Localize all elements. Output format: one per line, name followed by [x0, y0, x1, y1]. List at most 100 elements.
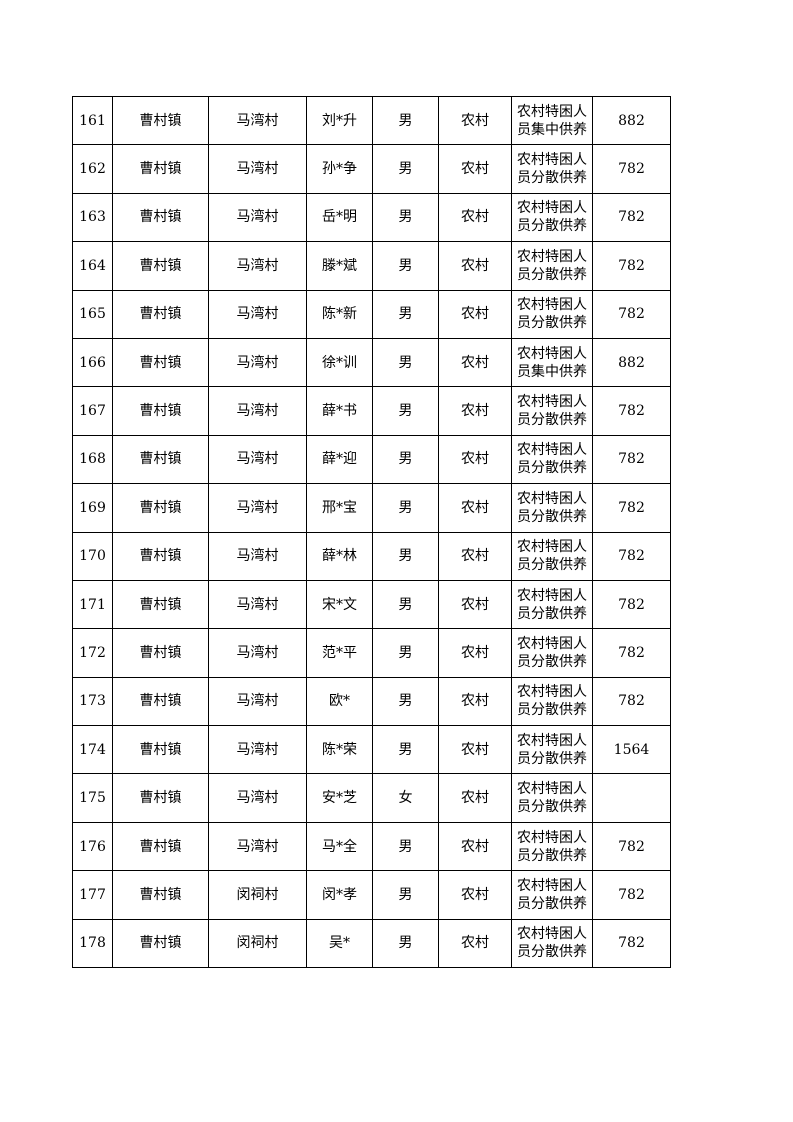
- village-cell: 马湾村: [208, 337, 307, 388]
- row-number: 176: [72, 821, 113, 872]
- village-cell: 马湾村: [208, 725, 307, 775]
- gender-cell: 男: [372, 579, 439, 630]
- name-cell: 岳*明: [306, 192, 373, 243]
- row-number: 165: [72, 289, 113, 339]
- town-cell: 曹村镇: [112, 434, 209, 485]
- row-number: 178: [72, 918, 113, 969]
- gender-cell: 男: [372, 821, 439, 872]
- town-cell: 曹村镇: [112, 95, 209, 146]
- row-number: 174: [72, 725, 113, 775]
- name-cell: 薛*书: [306, 386, 373, 436]
- row-number: 164: [72, 241, 113, 291]
- type-cell: 农村: [438, 337, 512, 388]
- type-cell: 农村: [438, 628, 512, 678]
- name-cell: 孙*争: [306, 144, 373, 194]
- town-cell: 曹村镇: [112, 337, 209, 388]
- name-cell: 安*芝: [306, 773, 373, 823]
- table-row: 168 曹村镇 马湾村 薛*迎男农村 农村特困人员分散供养 782: [72, 434, 671, 485]
- table-row: 177 曹村镇 闵祠村 闵*孝男农村 农村特困人员分散供养 782: [72, 870, 671, 920]
- town-cell: 曹村镇: [112, 531, 209, 581]
- table-row: 166 曹村镇 马湾村 徐*训男农村 农村特困人员集中供养 882: [72, 337, 671, 388]
- type-cell: 农村: [438, 144, 512, 194]
- row-number: 170: [72, 531, 113, 581]
- type-cell: 农村: [438, 95, 512, 146]
- village-cell: 闵祠村: [208, 870, 307, 920]
- town-cell: 曹村镇: [112, 144, 209, 194]
- gender-cell: 男: [372, 386, 439, 436]
- table-row: 176 曹村镇 马湾村 马*全男农村 农村特困人员分散供养 782: [72, 821, 671, 872]
- table-row: 172 曹村镇 马湾村 范*平男农村 农村特困人员分散供养 782: [72, 628, 671, 678]
- row-number: 168: [72, 434, 113, 485]
- town-cell: 曹村镇: [112, 241, 209, 291]
- gender-cell: 男: [372, 337, 439, 388]
- category-cell: 农村特困人员分散供养: [511, 531, 593, 581]
- amount-cell: 782: [592, 918, 671, 969]
- amount-cell: 782: [592, 676, 671, 727]
- name-cell: 邢*宝: [306, 483, 373, 533]
- name-cell: 马*全: [306, 821, 373, 872]
- type-cell: 农村: [438, 918, 512, 969]
- amount-cell: 1564: [592, 725, 671, 775]
- type-cell: 农村: [438, 192, 512, 243]
- row-number: 175: [72, 773, 113, 823]
- gender-cell: 男: [372, 144, 439, 194]
- table-row: 165 曹村镇 马湾村 陈*新男农村 农村特困人员分散供养 782: [72, 289, 671, 339]
- category-cell: 农村特困人员分散供养: [511, 434, 593, 485]
- table-row: 174 曹村镇 马湾村 陈*荣男农村 农村特困人员分散供养 1564: [72, 725, 671, 775]
- amount-cell: 782: [592, 241, 671, 291]
- category-cell: 农村特困人员集中供养: [511, 95, 593, 146]
- table-row: 167 曹村镇 马湾村 薛*书男农村 农村特困人员分散供养 782: [72, 386, 671, 436]
- row-number: 177: [72, 870, 113, 920]
- amount-cell: 782: [592, 821, 671, 872]
- amount-cell: 782: [592, 483, 671, 533]
- type-cell: 农村: [438, 386, 512, 436]
- type-cell: 农村: [438, 483, 512, 533]
- row-number: 167: [72, 386, 113, 436]
- village-cell: 马湾村: [208, 289, 307, 339]
- category-cell: 农村特困人员分散供养: [511, 628, 593, 678]
- gender-cell: 男: [372, 483, 439, 533]
- table-row: 173 曹村镇 马湾村 欧* 男农村 农村特困人员分散供养 782: [72, 676, 671, 727]
- amount-cell: 782: [592, 870, 671, 920]
- table-row: 161 曹村镇 马湾村 刘*升男农村 农村特困人员集中供养 882: [72, 95, 671, 146]
- category-cell: 农村特困人员集中供养: [511, 337, 593, 388]
- category-cell: 农村特困人员分散供养: [511, 144, 593, 194]
- table-row: 170 曹村镇 马湾村 薛*林男农村 农村特困人员分散供养 782: [72, 531, 671, 581]
- row-number: 173: [72, 676, 113, 727]
- village-cell: 马湾村: [208, 676, 307, 727]
- town-cell: 曹村镇: [112, 289, 209, 339]
- table-row: 175 曹村镇 马湾村 安*芝女农村 农村特困人员分散供养: [72, 773, 671, 823]
- gender-cell: 男: [372, 241, 439, 291]
- name-cell: 吴*: [306, 918, 373, 969]
- village-cell: 马湾村: [208, 628, 307, 678]
- category-cell: 农村特困人员分散供养: [511, 725, 593, 775]
- town-cell: 曹村镇: [112, 918, 209, 969]
- town-cell: 曹村镇: [112, 676, 209, 727]
- gender-cell: 男: [372, 870, 439, 920]
- type-cell: 农村: [438, 821, 512, 872]
- amount-cell: 782: [592, 628, 671, 678]
- gender-cell: 男: [372, 725, 439, 775]
- village-cell: 闵祠村: [208, 918, 307, 969]
- gender-cell: 男: [372, 95, 439, 146]
- row-number: 161: [72, 95, 113, 146]
- gender-cell: 男: [372, 918, 439, 969]
- amount-cell: 782: [592, 531, 671, 581]
- category-cell: 农村特困人员分散供养: [511, 870, 593, 920]
- table-row: 162 曹村镇 马湾村 孙*争男农村 农村特困人员分散供养 782: [72, 144, 671, 194]
- gender-cell: 男: [372, 434, 439, 485]
- row-number: 166: [72, 337, 113, 388]
- village-cell: 马湾村: [208, 434, 307, 485]
- gender-cell: 男: [372, 289, 439, 339]
- name-cell: 闵*孝: [306, 870, 373, 920]
- type-cell: 农村: [438, 579, 512, 630]
- category-cell: 农村特困人员分散供养: [511, 241, 593, 291]
- name-cell: 薛*林: [306, 531, 373, 581]
- village-cell: 马湾村: [208, 95, 307, 146]
- gender-cell: 女: [372, 773, 439, 823]
- amount-cell: 782: [592, 579, 671, 630]
- name-cell: 刘*升: [306, 95, 373, 146]
- village-cell: 马湾村: [208, 531, 307, 581]
- type-cell: 农村: [438, 434, 512, 485]
- category-cell: 农村特困人员分散供养: [511, 579, 593, 630]
